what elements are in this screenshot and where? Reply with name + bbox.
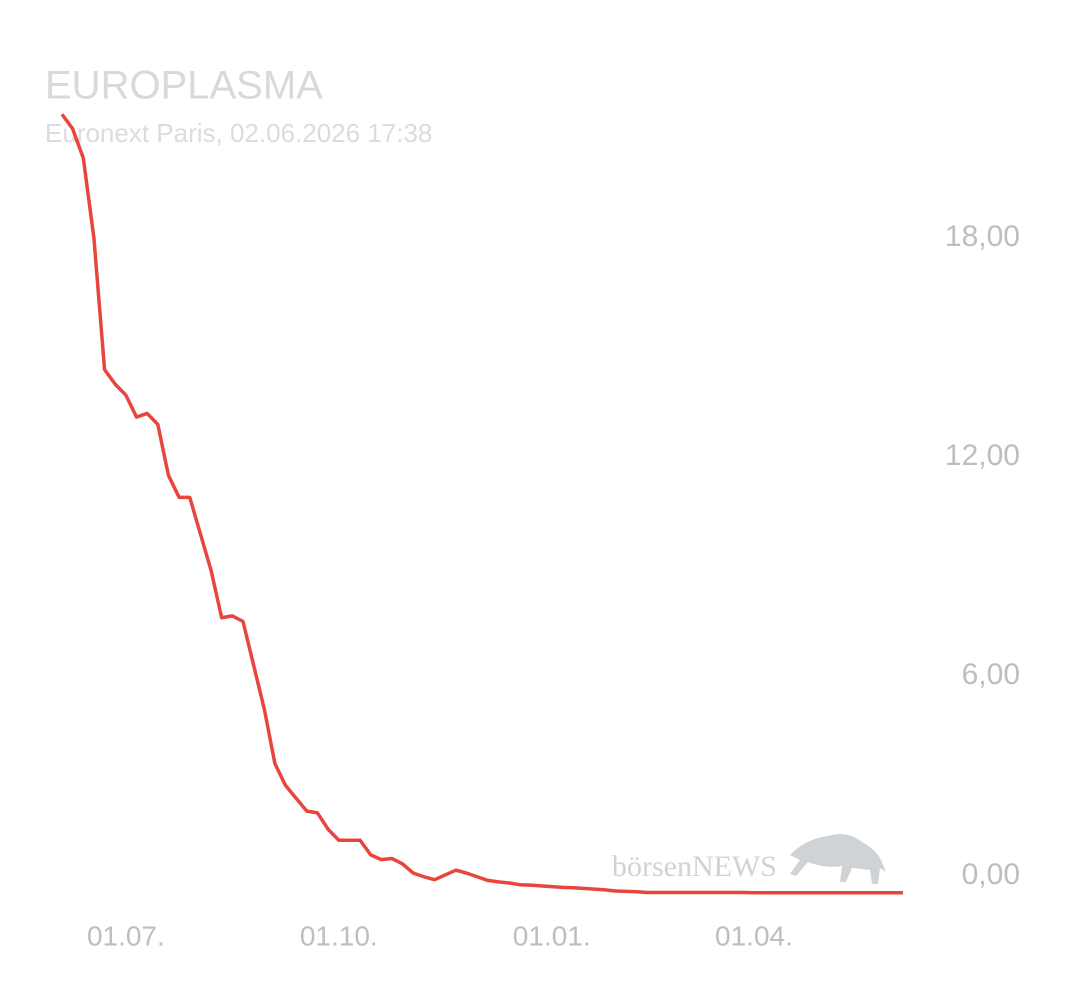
y-tick-label: 12,00 bbox=[945, 439, 1020, 472]
watermark-logo: börsenNEWS bbox=[612, 834, 886, 884]
x-tick-label: 01.07. bbox=[87, 920, 165, 951]
watermark-bull bbox=[790, 834, 886, 884]
y-tick-label: 0,00 bbox=[962, 858, 1020, 891]
watermark-text: börsenNEWS bbox=[612, 850, 777, 883]
chart-subtitle: Euronext Paris, 02.06.2026 17:38 bbox=[45, 118, 432, 148]
x-tick-label: 01.04. bbox=[715, 920, 793, 951]
y-tick-label: 6,00 bbox=[962, 658, 1020, 691]
x-tick-label: 01.01. bbox=[513, 920, 591, 951]
y-tick-label: 18,00 bbox=[945, 220, 1020, 253]
price-line bbox=[60, 113, 903, 895]
x-tick-label: 01.10. bbox=[300, 920, 378, 951]
chart-title: EUROPLASMA bbox=[45, 64, 323, 108]
